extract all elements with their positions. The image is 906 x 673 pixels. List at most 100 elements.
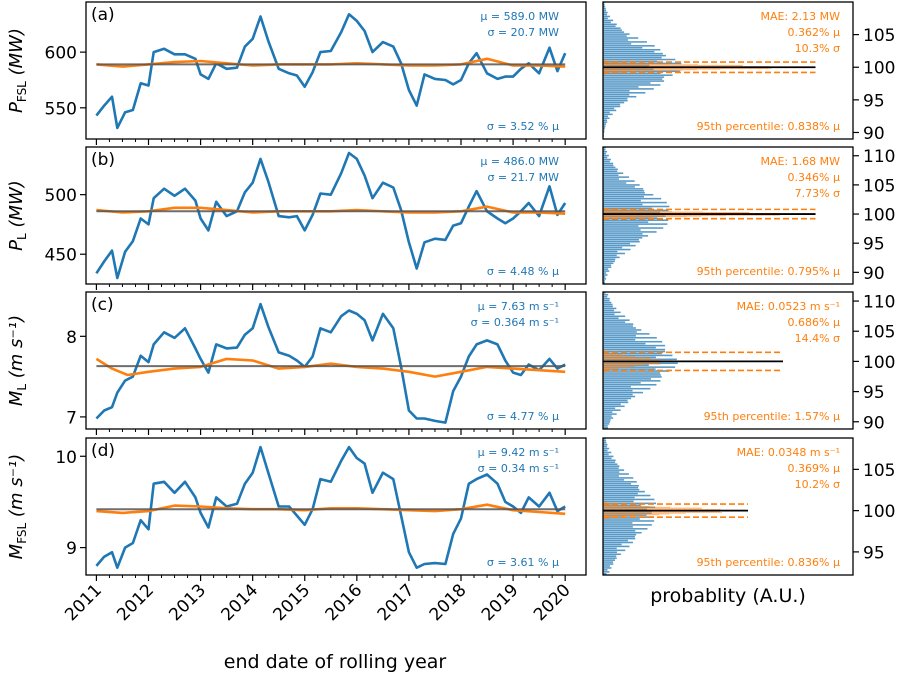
y-tick-label: 450 [45, 246, 77, 266]
hist-bar-blue [603, 154, 609, 157]
hist-bar-blue [603, 176, 629, 178]
hist-bar-blue [603, 231, 657, 233]
stat-mu: μ = 589.0 MW [480, 10, 559, 23]
hist-bar-blue [603, 524, 652, 526]
hist-bar-blue [603, 282, 605, 284]
pct-mu-text: 0.369% μ [788, 462, 840, 475]
hist-bar-blue [603, 383, 657, 386]
pct-sigma-text: 10.3% σ [795, 42, 840, 55]
hist-bar-blue [603, 170, 618, 173]
hist-bar-blue [603, 481, 637, 483]
hist-bar-blue [603, 92, 646, 94]
hist-bar-blue [603, 561, 613, 563]
y-tick-label: 600 [45, 44, 77, 64]
hist-bar-blue [603, 82, 651, 84]
y-label-sub: FSL [15, 81, 29, 102]
hist-bar-blue [603, 465, 620, 467]
hist-bar-blue [603, 309, 614, 312]
hist-bar-blue [603, 382, 641, 384]
hist-bar-orange [603, 63, 658, 64]
hist-bar-blue [603, 350, 666, 353]
hist-x-axis-label: probablity (A.U.) [650, 585, 806, 607]
mae-text: MAE: 1.68 MW [760, 155, 840, 168]
hist-bar-blue [603, 262, 614, 265]
hist-y-tick-label: 105 [863, 176, 895, 196]
hist-bar-blue [603, 252, 625, 255]
percentile-text: 95th percentile: 0.795% μ [697, 265, 840, 278]
hist-bar-blue [603, 15, 611, 18]
x-tick-label: 2019 [478, 580, 523, 625]
hist-bar-blue [603, 557, 617, 559]
hist-bar-blue [603, 425, 608, 427]
hist-bar-blue [603, 274, 608, 276]
hist-panel-d: 95 100 105 MAE: 0.0348 m s⁻¹ 0.369% μ 10.2% σ… [602, 437, 895, 576]
hist-bar-blue [603, 419, 611, 421]
hist-bar-orange [603, 507, 702, 509]
hist-bar-blue [603, 533, 637, 536]
hist-bar-blue [603, 526, 633, 528]
hist-bar-blue [603, 545, 630, 548]
hist-bar-orange [603, 64, 699, 65]
hist-bar-blue [603, 95, 637, 98]
hist-y-tick-label: 100 [863, 502, 895, 522]
hist-bar-orange [603, 216, 702, 217]
y-label-var: P [6, 240, 27, 251]
hist-bar-blue [603, 280, 605, 282]
hist-bar-blue [603, 297, 610, 300]
hist-bar-blue [603, 539, 629, 542]
hist-bar-orange [603, 211, 703, 213]
x-tick-label: 2016 [322, 580, 367, 625]
hist-bar-blue [603, 305, 613, 308]
hist-bar-blue [603, 209, 669, 212]
hist-bar-blue [603, 25, 616, 28]
hist-bar-orange [603, 506, 671, 508]
hist-bar-blue [603, 97, 628, 100]
hist-bar-blue [603, 565, 610, 567]
hist-bar-blue [603, 268, 609, 270]
hist-bar-blue [603, 207, 652, 210]
hist-bar-blue [603, 323, 634, 325]
hist-bar-blue [603, 256, 620, 259]
hist-bar-blue [603, 411, 613, 413]
x-tick-label: 2017 [374, 580, 419, 625]
hist-bar-blue [603, 27, 621, 29]
hist-bar-blue [603, 553, 621, 556]
hist-bar-blue [603, 393, 633, 396]
hist-y-tick-label: 105 [863, 461, 895, 481]
percentile-text: 95th percentile: 0.838% μ [697, 120, 840, 133]
hist-bar-blue [603, 201, 667, 204]
hist-bar-blue [603, 571, 610, 573]
stat-mu: μ = 486.0 MW [480, 155, 559, 168]
hist-bar-blue [603, 45, 655, 47]
hist-bar-blue [603, 352, 662, 355]
hist-bar-orange [603, 215, 726, 217]
hist-bar-blue [603, 405, 625, 408]
hist-bar-blue [603, 516, 655, 518]
hist-bar-blue [603, 486, 639, 489]
hist-bar-blue [603, 346, 656, 349]
hist-bar-blue [603, 547, 617, 550]
hist-bar-blue [603, 115, 608, 118]
hist-bar-blue [603, 31, 625, 33]
hist-bar-blue [603, 182, 627, 184]
hist-bar-blue [603, 368, 656, 370]
hist-bar-blue [603, 223, 668, 225]
hist-bar-blue [603, 403, 621, 406]
hist-bar-blue [603, 342, 646, 345]
hist-bar-blue [603, 559, 615, 561]
hist-bar-blue [603, 453, 609, 456]
stat-sigma-pct: σ = 4.77 % μ [487, 410, 559, 423]
hist-bar-orange [603, 62, 634, 64]
hist-bar-blue [603, 537, 636, 540]
hist-y-tick-label: 100 [863, 59, 895, 79]
hist-bar-blue [603, 421, 611, 423]
y-label-sub: FSL [15, 522, 29, 543]
hist-bar-blue [603, 113, 613, 116]
hist-bar-orange [603, 512, 723, 513]
mae-text: MAE: 0.0523 m s⁻¹ [737, 300, 840, 313]
hist-y-tick-label: 100 [863, 353, 895, 373]
hist-bar-blue [603, 498, 655, 501]
y-label-var: M [6, 390, 27, 406]
stat-sigma-pct: σ = 3.52 % μ [487, 120, 559, 133]
hist-bar-blue [603, 166, 616, 169]
